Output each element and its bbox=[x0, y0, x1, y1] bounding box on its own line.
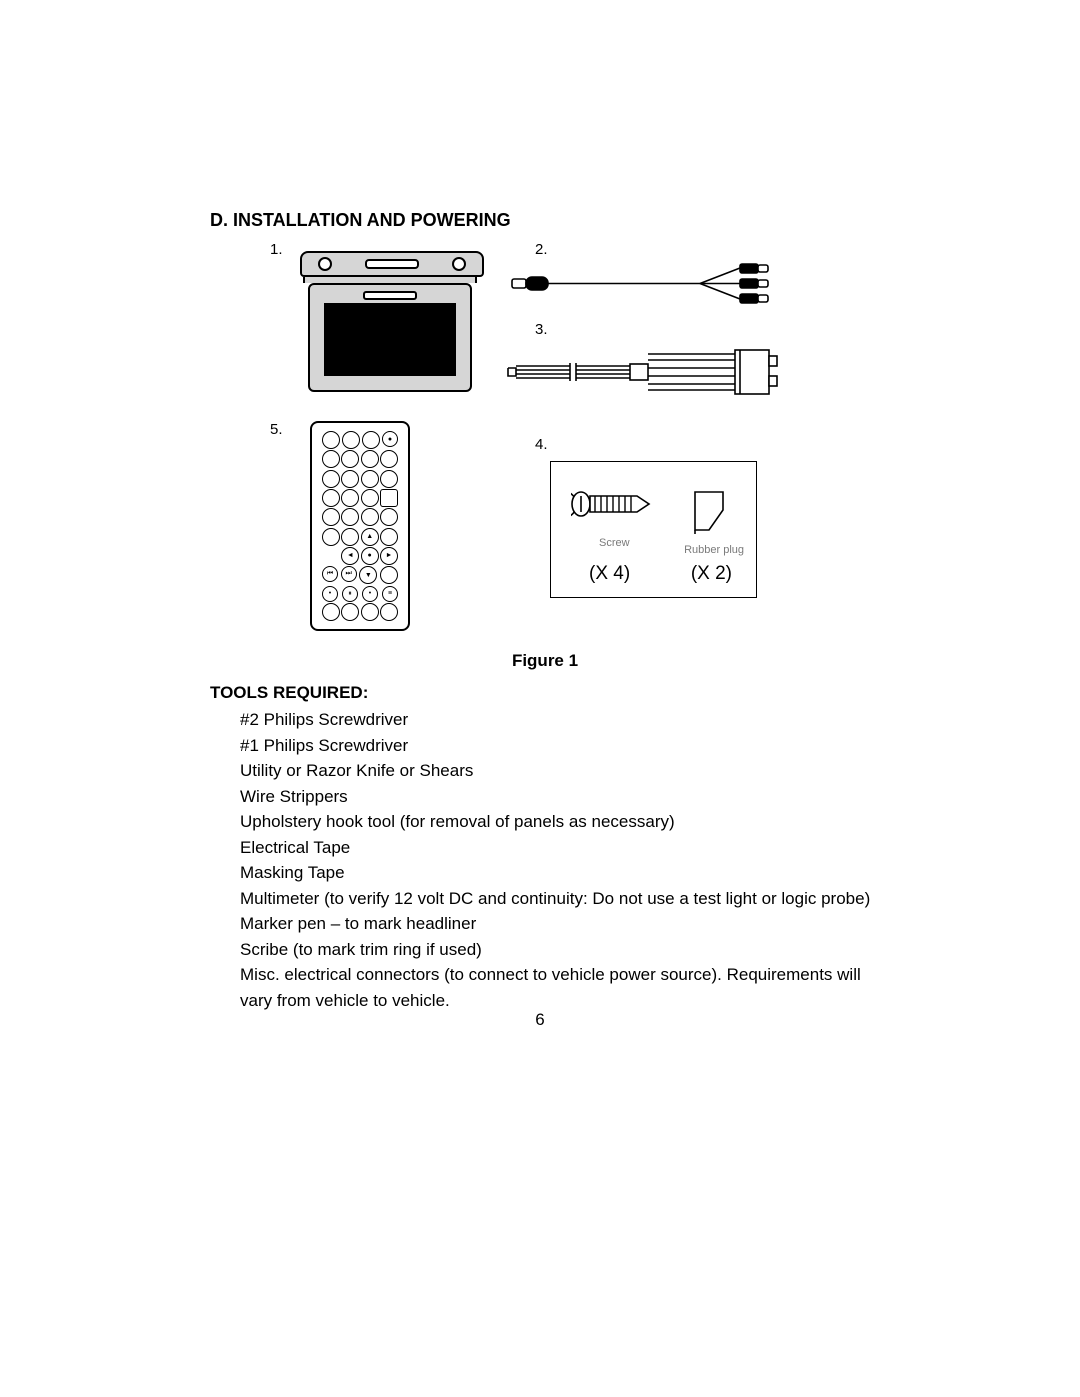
rubber-plug-icon bbox=[689, 486, 734, 536]
callout-3: 3. bbox=[535, 321, 548, 338]
diagram-monitor bbox=[300, 251, 480, 392]
list-item: Wire Strippers bbox=[240, 784, 880, 810]
diagram-av-cable bbox=[510, 261, 775, 306]
page: D. INSTALLATION AND POWERING 1. 2. 3. 4.… bbox=[0, 0, 1080, 1397]
plug-qty: (X 2) bbox=[691, 563, 732, 585]
callout-4: 4. bbox=[535, 436, 548, 453]
diagram-harness bbox=[500, 346, 780, 401]
list-item: Multimeter (to verify 12 volt DC and con… bbox=[240, 886, 880, 912]
section-heading: D. INSTALLATION AND POWERING bbox=[210, 210, 880, 231]
tools-list: #2 Philips Screwdriver #1 Philips Screwd… bbox=[240, 707, 880, 1013]
page-number: 6 bbox=[0, 1010, 1080, 1030]
callout-5: 5. bbox=[270, 421, 283, 438]
list-item: Masking Tape bbox=[240, 860, 880, 886]
plug-label: Rubber plug bbox=[684, 544, 744, 556]
callout-2: 2. bbox=[535, 241, 548, 258]
screw-qty: (X 4) bbox=[589, 563, 630, 585]
list-item: Marker pen – to mark headliner bbox=[240, 911, 880, 937]
list-item: Scribe (to mark trim ring if used) bbox=[240, 937, 880, 963]
diagram-remote: ● ▲ ◄●► ⏮⏭▼ •⏸•≡ bbox=[310, 421, 410, 631]
list-item: Utility or Razor Knife or Shears bbox=[240, 758, 880, 784]
list-item: #2 Philips Screwdriver bbox=[240, 707, 880, 733]
figure-caption: Figure 1 bbox=[210, 651, 880, 671]
diagram-hardware-box: Screw Rubber plug (X 4) (X 2) bbox=[550, 461, 757, 598]
list-item: Misc. electrical connectors (to connect … bbox=[240, 962, 880, 1013]
list-item: #1 Philips Screwdriver bbox=[240, 733, 880, 759]
tools-heading: TOOLS REQUIRED: bbox=[210, 683, 880, 703]
list-item: Electrical Tape bbox=[240, 835, 880, 861]
screw-label: Screw bbox=[599, 537, 630, 549]
callout-1: 1. bbox=[270, 241, 283, 258]
list-item: Upholstery hook tool (for removal of pan… bbox=[240, 809, 880, 835]
screw-icon bbox=[571, 482, 661, 527]
figure-1: 1. 2. 3. 4. 5. bbox=[240, 241, 780, 641]
